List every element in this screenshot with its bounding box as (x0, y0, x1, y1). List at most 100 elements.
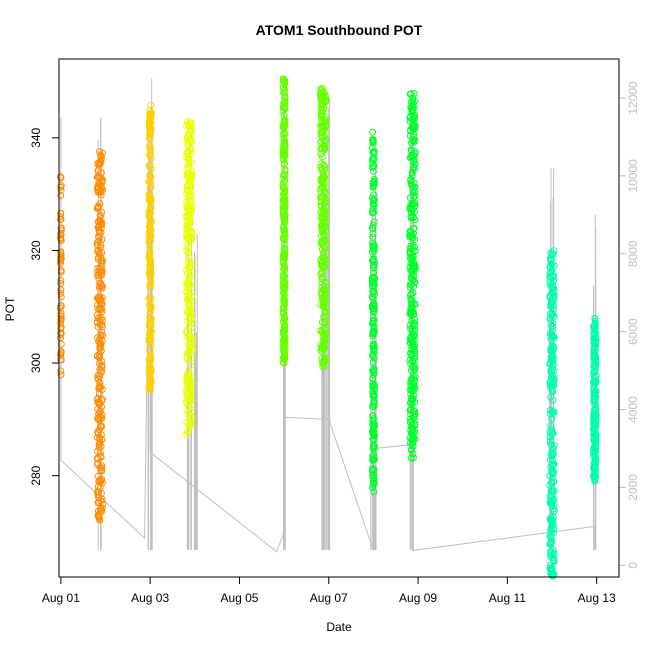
data-point (94, 394, 102, 402)
data-point (96, 384, 103, 392)
data-point (321, 196, 329, 204)
data-point (591, 434, 599, 442)
data-point (550, 408, 558, 416)
data-point (281, 186, 289, 194)
data-point (146, 271, 154, 278)
data-point (96, 422, 104, 430)
data-point (186, 202, 193, 210)
data-point (321, 179, 329, 187)
data-point (370, 307, 378, 315)
data-point (185, 160, 192, 168)
data-point (281, 86, 289, 94)
y2-tick-label: 12000 (626, 81, 640, 115)
data-point (280, 151, 288, 159)
data-point (57, 349, 65, 357)
data-point (548, 493, 556, 501)
x-tick-label: Aug 07 (310, 591, 348, 605)
y2-tick-label: 10000 (626, 159, 640, 193)
data-point (548, 333, 556, 341)
data-point (57, 266, 65, 274)
data-point (57, 334, 64, 342)
data-point (406, 439, 414, 447)
data-point (281, 285, 289, 293)
data-point (147, 318, 155, 326)
data-point (147, 351, 154, 359)
data-point (322, 203, 330, 211)
data-point (146, 386, 154, 394)
data-point (369, 139, 377, 147)
data-point (369, 225, 377, 233)
data-point (370, 398, 378, 406)
data-point (147, 378, 155, 386)
data-point (146, 317, 154, 325)
data-point (409, 358, 417, 366)
data-point (546, 310, 554, 318)
data-point (57, 182, 65, 190)
data-point (370, 302, 378, 310)
y2-tick-label: 4000 (626, 396, 640, 423)
data-point (407, 350, 414, 357)
data-point (186, 211, 194, 219)
data-point (370, 421, 378, 429)
data-point (546, 263, 554, 271)
data-point (281, 355, 289, 363)
data-point (280, 197, 287, 205)
data-point (57, 302, 65, 310)
data-point (546, 533, 554, 541)
data-point (184, 334, 192, 342)
data-point (318, 133, 326, 141)
data-point (185, 367, 193, 374)
data-point (319, 275, 326, 283)
data-point (145, 232, 153, 240)
data-point (591, 463, 599, 470)
data-point (281, 94, 289, 102)
data-point (369, 382, 377, 390)
data-point (185, 333, 193, 341)
data-point (57, 286, 65, 294)
data-point (407, 177, 415, 185)
data-point (369, 367, 376, 375)
data-point (57, 316, 65, 324)
data-point (147, 374, 155, 382)
data-point (409, 320, 417, 328)
data-point (184, 370, 192, 378)
data-point (370, 155, 378, 162)
data-point (57, 367, 65, 375)
data-point (318, 291, 326, 299)
data-point (280, 241, 288, 249)
y-axis-label: POT (3, 296, 17, 321)
data-point (96, 211, 104, 219)
data-point (369, 412, 377, 420)
data-point (318, 354, 326, 362)
data-point (98, 361, 106, 369)
data-point (370, 264, 378, 272)
data-point (279, 259, 287, 267)
data-point (96, 372, 104, 380)
data-point (183, 122, 191, 130)
data-point (317, 91, 325, 99)
data-point (95, 512, 103, 520)
data-point (98, 259, 106, 267)
data-point (183, 287, 191, 295)
data-point (146, 329, 154, 337)
data-point (411, 148, 419, 156)
data-point (370, 444, 378, 452)
data-point (591, 346, 599, 354)
data-point (184, 242, 192, 250)
data-point (147, 155, 155, 163)
data-point (408, 154, 416, 162)
data-point (321, 354, 328, 362)
data-point (95, 272, 103, 279)
data-point (546, 530, 554, 538)
x-tick-label: Aug 05 (220, 591, 258, 605)
data-point (409, 383, 417, 391)
data-point (147, 124, 155, 132)
data-point (184, 291, 192, 299)
data-point (146, 346, 154, 354)
data-point (410, 310, 418, 318)
data-point (94, 184, 102, 192)
data-point (406, 283, 414, 291)
data-point (322, 95, 329, 103)
data-point (548, 567, 556, 575)
data-point (369, 233, 377, 241)
